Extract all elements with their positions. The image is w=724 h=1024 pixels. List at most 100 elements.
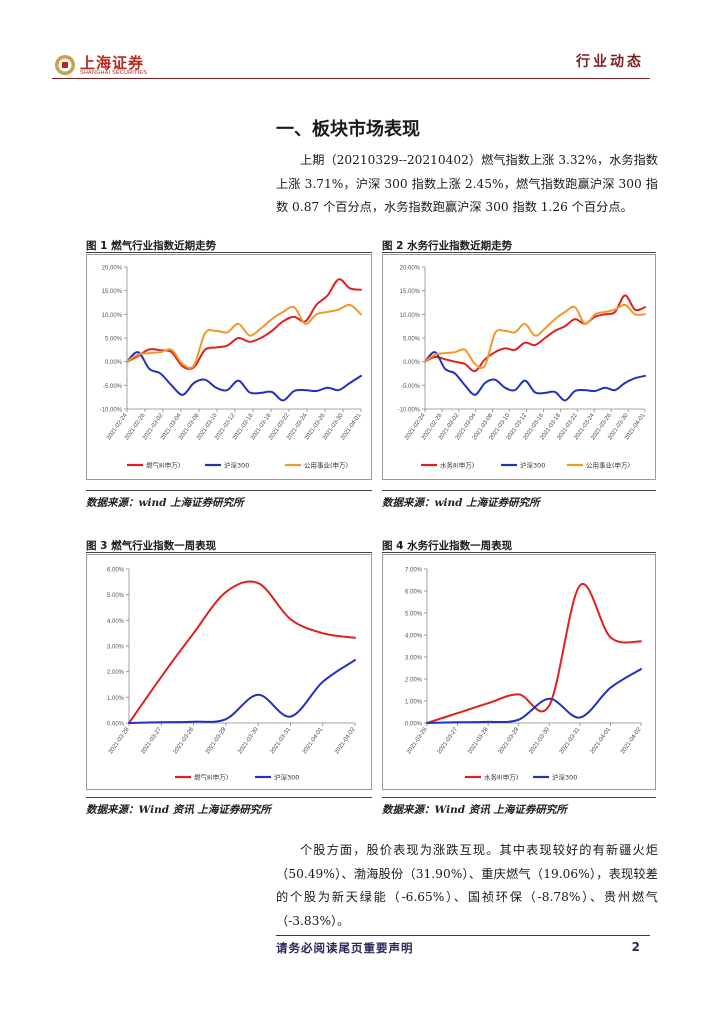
figure-4-bottom-rule (382, 797, 656, 798)
series-line-0 (128, 580, 356, 724)
figure-4-rule (382, 552, 656, 553)
figure-3-chart: 6.00% 5.00% 4.00% 3.00% 2.00% 1.00% 0.00% 2021-… (86, 554, 372, 790)
x-tick-label: 2021-03-31 (270, 726, 293, 755)
figure-3-source: 数据来源：Wind 资讯 上海证券研究所 (86, 804, 271, 816)
y-tick-label: 1.00% (107, 696, 125, 702)
figure-1-source: 数据来源：wind 上海证券研究所 (86, 497, 244, 509)
y-tick-label: 2.00% (107, 670, 125, 676)
y-tick-label: -10.00% (100, 408, 123, 414)
figure-1-chart: 20.00% 15.00% 10.00% 5.00% 0.00% -5.00% -10.00… (86, 254, 372, 480)
figure-3-rule (86, 552, 372, 553)
y-tick-label: -10.00% (398, 408, 421, 414)
figure-2-rule (382, 252, 656, 253)
report-type-label: 行业动态 (576, 54, 644, 70)
y-tick-label: 5.00% (405, 612, 423, 618)
figure-3-svg: 6.00%5.00%4.00%3.00%2.00%1.00%0.00%2021-… (107, 568, 357, 782)
y-tick-label: 20.00% (400, 266, 421, 272)
legend-label: 沪深300 (274, 773, 299, 782)
legend-label: 水务Ⅱ(申万) (484, 773, 518, 782)
logo-icon (55, 55, 75, 75)
stock-performance-paragraph: 个股方面，股价表现为涨跌互现。其中表现较好的有新疆火炬（50.49%）、渤海股份… (276, 843, 658, 928)
y-tick-label: -5.00% (401, 384, 421, 390)
figure-3-bottom-rule (86, 797, 372, 798)
chart-plot-area: 6.00%5.00%4.00%3.00%2.00%1.00%0.00%2021-… (107, 568, 357, 782)
legend-label: 水务Ⅱ(申万) (440, 461, 474, 470)
chart-plot-area: 20.00% 15.00% 10.00% 5.00% 0.00% -5.00% -10.00… (398, 266, 647, 470)
x-tick-label: 2021-03-27 (140, 726, 163, 755)
y-tick-label: 0.00% (107, 722, 125, 728)
series-line-0 (126, 278, 362, 370)
legend-label: 沪深300 (520, 461, 545, 470)
x-tick-label: 2021-03-28 (108, 726, 131, 755)
y-tick-label: 7.00% (405, 568, 423, 574)
legend-label: 公用事业(申万) (586, 461, 630, 470)
series-line-2 (424, 303, 646, 369)
brand-name-en: SHANGHAI SECURITIES (80, 70, 148, 76)
figure-4-svg: 7.00% 6.00% 5.00% 4.00% 3.00% 2.00% 1.00% 0.00%… (405, 568, 643, 782)
figure-2-source: 数据来源：wind 上海证券研究所 (382, 497, 540, 509)
x-tick-label: 2021-04-02 (620, 726, 643, 755)
y-tick-label: -5.00% (103, 384, 123, 390)
chart-plot-area: 20.00% 15.00% 10.00% 5.00% 0.00% -5.00% -10.00… (100, 266, 363, 470)
y-tick-label: 3.00% (107, 645, 125, 651)
disclaimer-note: 请务必阅读尾页重要声明 (276, 941, 414, 955)
y-tick-label: 2.00% (405, 678, 423, 684)
x-tick-label: 2021-04-02 (334, 726, 357, 755)
y-tick-label: 4.00% (405, 634, 423, 640)
x-tick-label: 2021-03-29 (498, 726, 521, 755)
legend-label: 沪深300 (552, 773, 577, 782)
y-tick-label: 10.00% (400, 313, 421, 319)
x-tick-label: 2021-03-26 (406, 726, 429, 755)
figure-4-title: 图 4 水务行业指数一周表现 (382, 540, 513, 552)
y-tick-label: 6.00% (107, 568, 125, 574)
y-tick-label: 1.00% (405, 700, 423, 706)
series-line-1 (128, 659, 356, 724)
y-tick-label: 0.00% (403, 360, 421, 366)
y-tick-label: 0.00% (105, 360, 123, 366)
y-tick-label: 15.00% (102, 289, 123, 295)
footer-divider (276, 935, 650, 936)
series-line-1 (126, 351, 362, 402)
figure-1-rule (86, 252, 372, 253)
y-tick-label: 3.00% (405, 656, 423, 662)
series-line-0 (424, 294, 646, 373)
header-divider (52, 78, 650, 79)
figure-2-title: 图 2 水务行业指数近期走势 (382, 240, 513, 252)
x-tick-label: 2021-03-28 (173, 726, 196, 755)
y-tick-label: 4.00% (107, 619, 125, 625)
x-tick-label: 2021-03-31 (559, 726, 582, 755)
series-line-1 (424, 351, 646, 402)
chart-plot-area: 7.00% 6.00% 5.00% 4.00% 3.00% 2.00% 1.00% 0.00%… (405, 568, 643, 782)
y-tick-label: 20.00% (102, 266, 123, 272)
x-tick-label: 2021-03-27 (437, 726, 460, 755)
figure-2-chart: 20.00% 15.00% 10.00% 5.00% 0.00% -5.00% -10.00… (382, 254, 656, 480)
y-tick-label: 5.00% (105, 337, 123, 343)
series-line-1 (426, 668, 642, 724)
section-title: 一、板块市场表现 (276, 119, 420, 140)
x-tick-label: 2021-04-01 (590, 726, 613, 755)
y-tick-label: 15.00% (400, 289, 421, 295)
page-number: 2 (631, 940, 640, 954)
legend-label: 沪深300 (224, 461, 249, 470)
figure-4-source: 数据来源：Wind 资讯 上海证券研究所 (382, 804, 567, 816)
x-tick-label: 2021-03-29 (205, 726, 228, 755)
series-line-2 (126, 303, 362, 369)
series-line-0 (426, 582, 642, 724)
y-tick-label: 5.00% (107, 593, 125, 599)
market-summary-paragraph: 上期（20210329--20210402）燃气指数上涨 3.32%，水务指数上… (276, 153, 658, 214)
legend-label: 燃气Ⅱ(申万) (146, 461, 180, 470)
y-tick-label: 6.00% (405, 590, 423, 596)
figure-1-svg: 20.00% 15.00% 10.00% 5.00% 0.00% -5.00% -10.00… (100, 266, 363, 470)
figure-1-bottom-rule (86, 490, 372, 491)
x-tick-label: 2021-04-01 (302, 726, 325, 755)
y-tick-label: 10.00% (102, 313, 123, 319)
figure-2-bottom-rule (382, 490, 656, 491)
brand-name: 上海证券 (80, 54, 145, 72)
figure-1-title: 图 1 燃气行业指数近期走势 (86, 240, 217, 252)
legend-label: 公用事业(申万) (304, 461, 348, 470)
figure-4-chart: 7.00% 6.00% 5.00% 4.00% 3.00% 2.00% 1.00% 0.00%… (382, 554, 656, 790)
x-tick-label: 2021-03-28 (467, 726, 490, 755)
legend-label: 燃气Ⅱ(申万) (194, 773, 228, 782)
y-tick-label: 5.00% (403, 337, 421, 343)
figure-2-svg: 20.00% 15.00% 10.00% 5.00% 0.00% -5.00% -10.00… (398, 266, 647, 470)
